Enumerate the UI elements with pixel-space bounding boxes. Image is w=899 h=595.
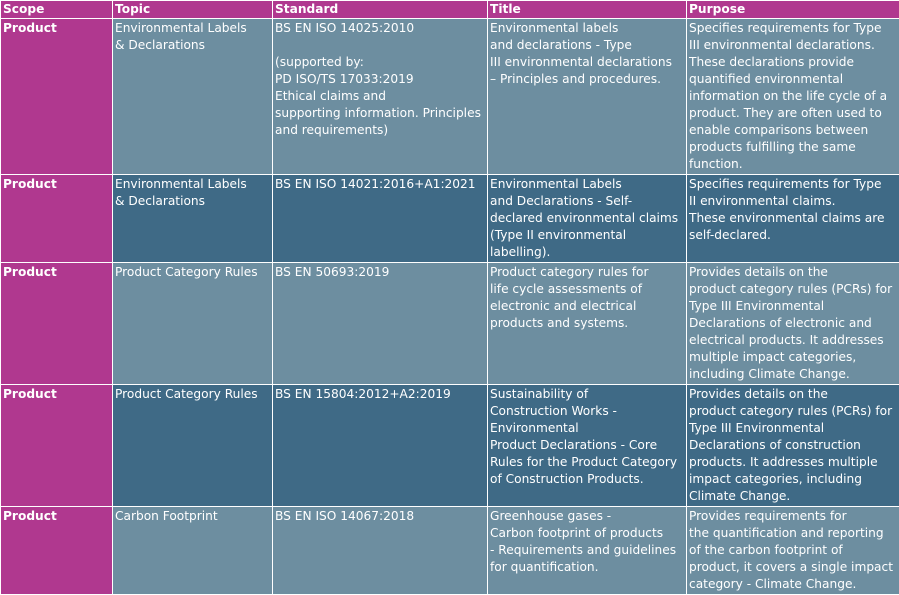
topic-cell: Product Category Rules — [113, 385, 273, 507]
topic-cell: Product Category Rules — [113, 263, 273, 385]
title-cell: Greenhouse gases - Carbon footprint of p… — [488, 507, 687, 595]
table-row: Product Carbon Footprint BS EN ISO 14067… — [1, 507, 899, 595]
standard-cell: BS EN 15804:2012+A2:2019 — [273, 385, 488, 507]
table-row: Product Product Category Rules BS EN 506… — [1, 263, 899, 385]
table-row: Product Environmental Labels & Declarati… — [1, 175, 899, 263]
title-cell: Sustainability of Construction Works - E… — [488, 385, 687, 507]
header-title: Title — [488, 1, 687, 19]
scope-cell: Product — [1, 175, 113, 263]
purpose-cell: Specifies requirements for Type III envi… — [687, 19, 899, 175]
standard-cell: BS EN ISO 14025:2010 (supported by: PD I… — [273, 19, 488, 175]
scope-cell: Product — [1, 263, 113, 385]
scope-cell: Product — [1, 385, 113, 507]
standard-cell: BS EN 50693:2019 — [273, 263, 488, 385]
table-row: Product Environmental Labels & Declarati… — [1, 19, 899, 175]
header-topic: Topic — [113, 1, 273, 19]
header-standard: Standard — [273, 1, 488, 19]
purpose-cell: Provides details on the product category… — [687, 385, 899, 507]
table-row: Product Product Category Rules BS EN 158… — [1, 385, 899, 507]
header-row: Scope Topic Standard Title Purpose — [1, 1, 899, 19]
topic-cell: Carbon Footprint — [113, 507, 273, 595]
title-cell: Environmental labels and declarations - … — [488, 19, 687, 175]
header-purpose: Purpose — [687, 1, 899, 19]
purpose-cell: Provides requirements for the quantifica… — [687, 507, 899, 595]
standard-cell: BS EN ISO 14067:2018 — [273, 507, 488, 595]
topic-cell: Environmental Labels & Declarations — [113, 175, 273, 263]
standard-cell: BS EN ISO 14021:2016+A1:2021 — [273, 175, 488, 263]
header-scope: Scope — [1, 1, 113, 19]
title-cell: Environmental Labels and Declarations - … — [488, 175, 687, 263]
scope-cell: Product — [1, 19, 113, 175]
scope-cell: Product — [1, 507, 113, 595]
topic-cell: Environmental Labels & Declarations — [113, 19, 273, 175]
purpose-cell: Specifies requirements for Type II envir… — [687, 175, 899, 263]
purpose-cell: Provides details on the product category… — [687, 263, 899, 385]
title-cell: Product category rules for life cycle as… — [488, 263, 687, 385]
